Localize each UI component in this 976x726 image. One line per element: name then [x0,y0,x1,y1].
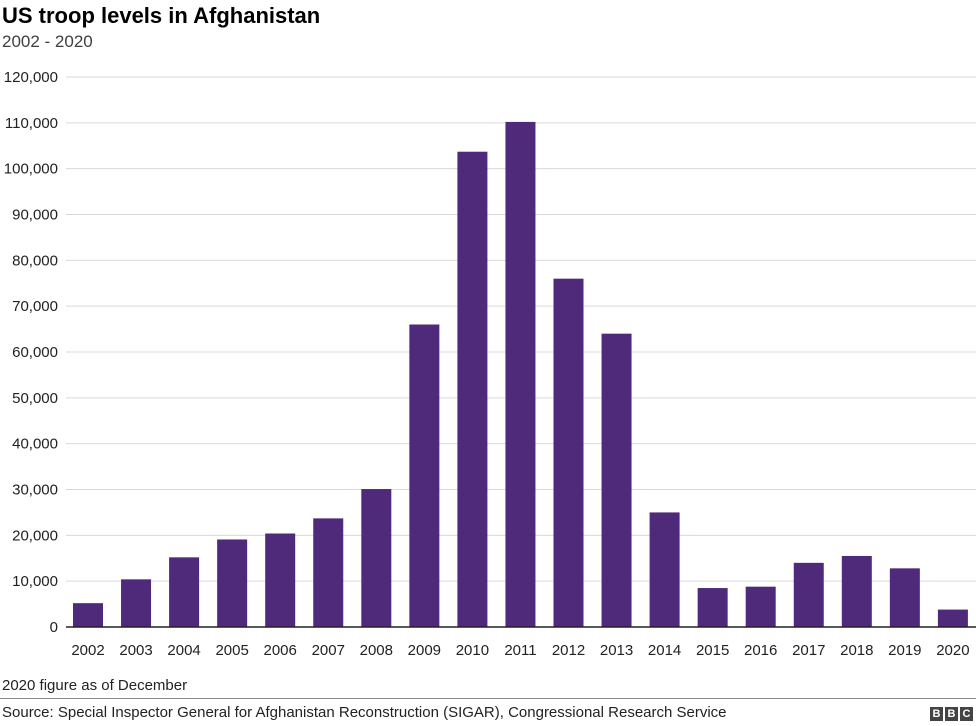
x-axis-tick-labels: 2002 2003 2004 2005 2006 2007 2008 2009 2010 2011… [71,642,969,659]
x-tick-label: 2007 [312,642,345,659]
y-tick-label: 110,000 [5,115,58,132]
bar-2004 [169,557,200,627]
x-tick-label: 2015 [696,642,729,659]
bar-2013 [601,333,632,627]
bar-2010 [457,151,488,627]
chart-subtitle: 2002 - 2020 [2,32,93,51]
y-tick-label: 40,000 [12,436,58,453]
bar-2005 [217,539,248,627]
y-tick-label: 10,000 [12,573,58,590]
y-tick-label: 20,000 [12,527,58,544]
x-tick-label: 2014 [648,642,681,659]
x-tick-label: 2019 [888,642,921,659]
logo-letter: B [930,707,943,721]
y-tick-label: 70,000 [12,298,58,315]
footer-divider [0,698,976,699]
chart-title: US troop levels in Afghanistan [2,3,321,28]
bar-2012 [553,278,584,627]
x-tick-label: 2003 [119,642,152,659]
bar-2009 [409,324,440,627]
y-tick-label: 30,000 [12,482,58,499]
x-tick-label: 2013 [600,642,633,659]
x-tick-label: 2020 [936,642,969,659]
source-text: Source: Special Inspector General for Af… [2,704,727,721]
bar-2006 [265,533,296,627]
bar-2018 [841,555,872,627]
logo-letter: B [945,707,958,721]
y-tick-label: 50,000 [12,390,58,407]
x-tick-label: 2012 [552,642,585,659]
bar-2002 [73,603,103,627]
bar-2003 [121,579,152,627]
bars [73,121,968,627]
x-tick-label: 2008 [360,642,393,659]
x-tick-label: 2017 [792,642,825,659]
bar-2011 [505,121,536,627]
x-tick-label: 2010 [456,642,489,659]
y-tick-label: 0 [50,619,58,636]
x-tick-label: 2018 [840,642,873,659]
bar-2017 [793,562,824,627]
x-tick-label: 2002 [71,642,104,659]
x-tick-label: 2016 [744,642,777,659]
bar-2020 [937,609,968,627]
y-tick-label: 80,000 [12,252,58,269]
bar-2007 [313,518,344,627]
x-tick-label: 2004 [167,642,200,659]
logo-letter: C [960,707,973,721]
x-tick-label: 2006 [264,642,297,659]
bar-2015 [697,588,728,627]
y-tick-label: 60,000 [12,344,58,361]
y-tick-label: 100,000 [4,161,58,178]
x-tick-label: 2009 [408,642,441,659]
bar-2008 [361,489,392,627]
y-tick-label: 90,000 [12,207,58,224]
bar-2016 [745,586,776,627]
y-axis-tick-labels: 0 10,000 20,000 30,000 40,000 50,000 60,000 70,… [4,69,58,636]
x-tick-label: 2005 [215,642,248,659]
bar-2014 [649,512,680,627]
y-tick-label: 120,000 [4,69,58,86]
chart-note: 2020 figure as of December [2,677,188,694]
bar-2019 [889,568,920,627]
bar-chart: 0 10,000 20,000 30,000 40,000 50,000 60,000 70,… [4,69,976,659]
bbc-logo: B B C [930,707,973,721]
x-tick-label: 2011 [504,642,536,659]
